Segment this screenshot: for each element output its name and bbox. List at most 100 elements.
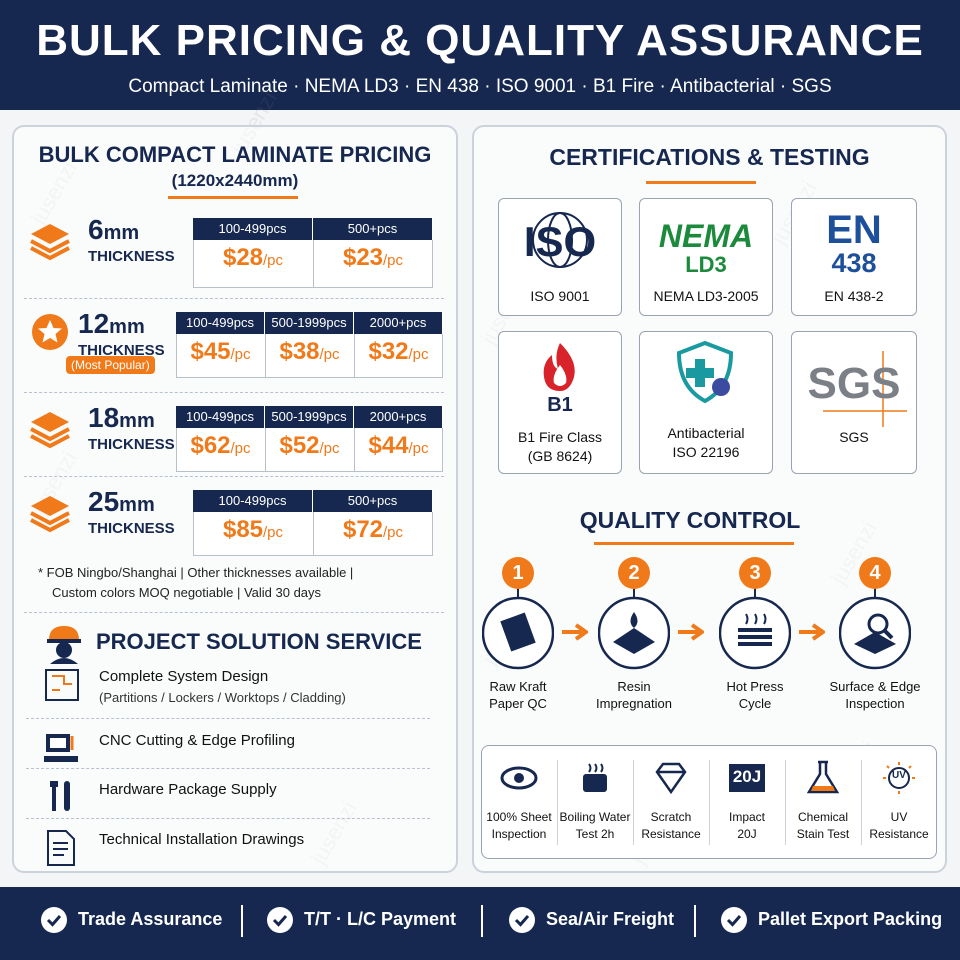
step-arrow-graphic <box>799 623 827 641</box>
cert-caption: EN 438-2 <box>824 288 884 304</box>
cell-divider <box>265 428 266 472</box>
step-label: Impregnation <box>596 696 672 711</box>
check-icon-graphic <box>509 907 535 933</box>
service-detail: (Partitions / Lockers / Worktops / Cladd… <box>99 690 346 705</box>
step-number: 1 <box>502 557 534 589</box>
step-arrow-graphic <box>678 623 706 641</box>
cert-card <box>791 331 917 474</box>
cert-card <box>639 198 773 316</box>
thickness-unit: mm <box>103 222 140 244</box>
test-label: Boiling Water <box>559 810 631 824</box>
test-icon <box>575 760 615 801</box>
test-icon-graphic <box>583 763 607 792</box>
cert-caption: (GB 8624) <box>527 448 593 464</box>
price-value: $23 <box>342 244 384 271</box>
tier-qty: 500+pcs <box>313 490 433 512</box>
footer-bar <box>0 887 960 960</box>
test-divider <box>861 760 862 845</box>
thickness-label: THICKNESS <box>88 248 175 265</box>
thickness-label: THICKNESS <box>88 436 175 453</box>
test-label: Scratch <box>650 810 692 824</box>
tier-qty: 500+pcs <box>313 218 433 240</box>
check-icon <box>720 906 748 939</box>
footer-item: Sea/Air Freight <box>546 909 675 929</box>
tier-price: $38/pc <box>265 338 354 366</box>
cell-divider <box>354 334 355 378</box>
price-value: $44 <box>368 432 409 459</box>
qc-title: QUALITY CONTROL <box>579 507 801 533</box>
thickness-unit: mm <box>119 410 155 432</box>
cert-logo: LD3 <box>685 252 727 277</box>
test-divider <box>709 760 710 845</box>
test-label: Impact <box>728 810 765 824</box>
cell-divider <box>313 240 314 288</box>
shield-graphic <box>676 340 734 404</box>
tier-qty: 2000+pcs <box>354 312 443 334</box>
services-divider <box>24 612 444 613</box>
footer-divider <box>481 905 483 937</box>
test-icon-text: 20J <box>732 767 762 786</box>
cert-card <box>498 198 622 316</box>
test-label: Chemical <box>797 810 848 824</box>
step-label: Hot Press <box>726 679 784 694</box>
step-arrow <box>678 622 706 647</box>
price-value: $45 <box>190 338 231 365</box>
service-label: Technical Installation Drawings <box>99 831 305 848</box>
step-label: Raw Kraft <box>489 679 547 694</box>
cell-divider <box>354 428 355 472</box>
row-divider <box>24 476 444 477</box>
thickness-value: 25 <box>88 486 120 517</box>
service-icon <box>44 666 80 709</box>
test-label: 20J <box>737 827 757 841</box>
tier-qty: 100-499pcs <box>193 218 313 240</box>
layer-icon-graphic <box>30 412 70 449</box>
title-underline <box>646 181 756 184</box>
test-icon <box>803 760 843 801</box>
check-icon-graphic <box>41 907 67 933</box>
price-value: $28 <box>222 244 264 271</box>
price-unit: /pc <box>408 440 429 457</box>
cert-caption: Antibacterial <box>667 425 745 441</box>
price-value: $32 <box>368 338 409 365</box>
cert-card <box>791 198 917 316</box>
shield <box>673 339 739 410</box>
price-unit: /pc <box>408 346 429 363</box>
test-icon <box>879 760 919 801</box>
header-bar <box>0 0 960 110</box>
star-badge-graphic <box>32 314 68 350</box>
price-value: $85 <box>222 516 264 543</box>
cert-card <box>639 331 773 474</box>
step-graphic-graphic <box>838 587 912 670</box>
services-title: PROJECT SOLUTION SERVICE <box>96 629 422 654</box>
test-label: Stain Test <box>796 827 850 841</box>
cert-caption: ISO 22196 <box>672 444 740 460</box>
tier-price: $23/pc <box>313 244 433 272</box>
price-unit: /pc <box>263 252 284 269</box>
check-icon-graphic <box>721 907 747 933</box>
tier-qty: 500-1999pcs <box>265 312 354 334</box>
sgs-cross-graphic <box>823 351 907 427</box>
title: BULK PRICING & QUALITY ASSURANCE <box>36 16 924 65</box>
tier-qty: 100-499pcs <box>176 312 265 334</box>
check-icon <box>266 906 294 939</box>
cell-divider <box>313 512 314 556</box>
layer-icon <box>28 400 74 455</box>
globe-graphic <box>532 212 588 268</box>
test-label: Inspection <box>491 827 547 841</box>
price-unit: /pc <box>383 524 404 541</box>
test-icon <box>727 760 767 801</box>
step-graphic-graphic <box>718 587 792 670</box>
subtitle: Compact Laminate · NEMA LD3 · EN 438 · I… <box>128 76 832 97</box>
star-badge <box>30 312 70 357</box>
footer-item: Pallet Export Packing <box>758 909 943 929</box>
thickness-value: 18 <box>88 402 120 433</box>
footer-divider <box>694 905 696 937</box>
cert-logo: SGS <box>807 359 901 408</box>
pricing-note: * FOB Ningbo/Shanghai | Other thicknesse… <box>38 565 354 580</box>
cert-caption: ISO 9001 <box>530 288 590 304</box>
step-label: Resin <box>617 679 651 694</box>
flame <box>538 341 582 398</box>
test-divider <box>785 760 786 845</box>
price-value: $52 <box>279 432 320 459</box>
